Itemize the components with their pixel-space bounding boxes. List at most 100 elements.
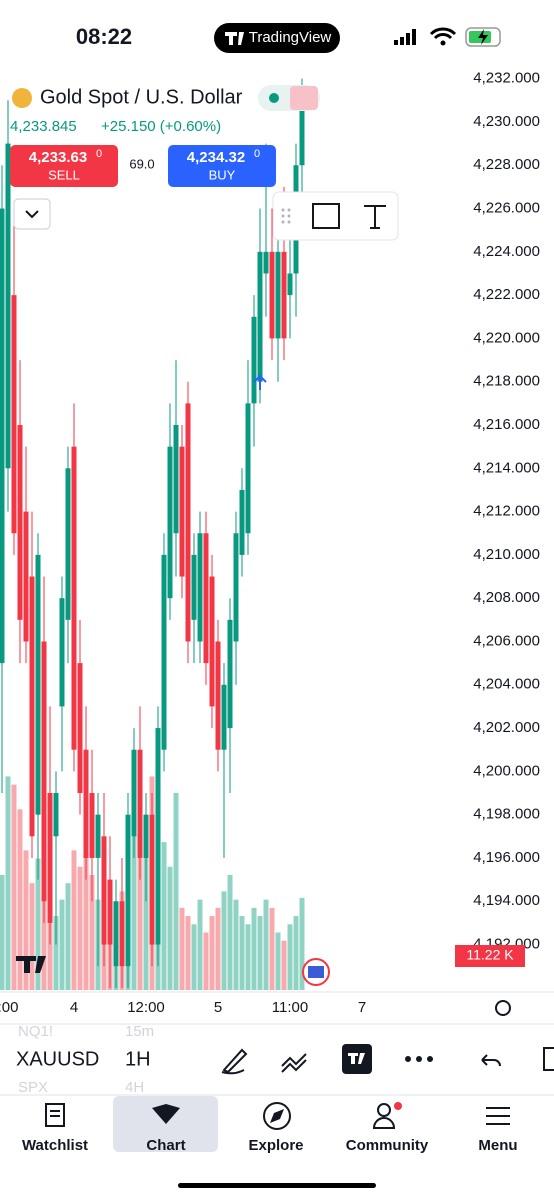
candle-body: [275, 251, 281, 339]
candle-body: [47, 793, 53, 923]
volume-bar: [161, 842, 167, 990]
candle-body: [77, 663, 83, 794]
buy-price-sup: 0: [254, 148, 260, 160]
y-tick-label: 4,212.000: [473, 503, 540, 520]
wifi-dot: [440, 40, 446, 46]
sell-label: SELL: [48, 167, 80, 182]
symbol[interactable]: XAUUSD: [16, 1048, 99, 1070]
spread: 69.0: [129, 156, 154, 171]
volume-bar: [59, 899, 65, 990]
volume-bar: [167, 866, 173, 990]
tab-label[interactable]: Community: [346, 1137, 429, 1154]
candle-body: [257, 251, 263, 382]
chart-icon: [152, 1104, 180, 1124]
volume-bar: [251, 907, 257, 990]
volume-bar: [227, 875, 233, 990]
tab-label[interactable]: Watchlist: [22, 1137, 88, 1154]
buy-button[interactable]: [168, 145, 276, 187]
candle-body: [89, 793, 95, 858]
candle-body: [149, 814, 155, 945]
candle-body: [227, 619, 233, 729]
explore-icon: [263, 1102, 291, 1130]
volume-bar: [215, 907, 221, 990]
candle-body: [71, 446, 77, 750]
tv-button[interactable]: [342, 1044, 372, 1074]
tab-label[interactable]: Explore: [248, 1137, 303, 1154]
candle-body: [143, 814, 149, 858]
rectangle-tool[interactable]: [312, 203, 340, 229]
candle-body: [251, 316, 257, 404]
volume-bar: [203, 932, 209, 990]
volume-bar: [287, 924, 293, 990]
tab-labels: Watchlist Chart Explore Community Menu: [22, 1137, 518, 1154]
next-symbol: SPX: [18, 1079, 48, 1096]
home-indicator: [178, 1183, 376, 1188]
price-change: +25.150 (+0.60%): [101, 118, 221, 135]
notification-dot: [394, 1102, 402, 1110]
y-tick-label: 4,202.000: [473, 719, 540, 736]
candle-body: [203, 533, 209, 664]
tab-label[interactable]: Menu: [478, 1137, 517, 1154]
next-interval: 4H: [125, 1079, 144, 1096]
more-icon[interactable]: [405, 1056, 433, 1062]
interval[interactable]: 1H: [125, 1048, 151, 1070]
buy-label: BUY: [209, 167, 236, 182]
collapse-button[interactable]: [13, 198, 51, 230]
candle-body: [269, 251, 275, 339]
signal-arrow: [253, 374, 267, 390]
volume-bar: [239, 916, 245, 990]
trend-tool-icon[interactable]: [281, 1053, 307, 1073]
y-tick-label: 4,214.000: [473, 459, 540, 476]
volume-bar: [35, 858, 41, 990]
text-tool[interactable]: [364, 205, 386, 229]
menu-icon: [486, 1107, 510, 1125]
y-tick-label: 4,226.000: [473, 200, 540, 217]
drag-handle: [281, 208, 291, 224]
candle-body: [179, 446, 185, 577]
volume-bar: [5, 776, 11, 990]
candle-body: [29, 576, 35, 837]
candle-body: [53, 793, 59, 837]
undo-icon[interactable]: [481, 1054, 501, 1067]
y-tick-label: 4,222.000: [473, 286, 540, 303]
prev-symbol: NQ1!: [18, 1023, 53, 1040]
volume-bar: [257, 916, 263, 990]
x-tick-label: 12:00: [127, 999, 165, 1016]
y-tick-label: 4,228.000: [473, 156, 540, 173]
y-tick-label: 4,216.000: [473, 416, 540, 433]
volume-badge-bg: [455, 945, 525, 967]
buy-price: 4,234.32: [187, 149, 245, 166]
sell-price-sup: 0: [96, 148, 102, 160]
candle-body: [17, 425, 23, 620]
volume-bar: [83, 825, 89, 990]
volume-bar: [0, 875, 5, 990]
candle-body: [209, 576, 215, 707]
volume-bar: [143, 833, 149, 990]
gold-icon: [12, 88, 32, 108]
last-price: 4,233.845: [10, 118, 77, 135]
draw-tool-icon[interactable]: [221, 1048, 248, 1075]
candle-body: [107, 879, 113, 945]
tab-label[interactable]: Chart: [146, 1137, 185, 1154]
chart-layer: 4,232.000 4,230.000 4,228.000 4,226.000 4,22…: [0, 70, 540, 1016]
candle-body: [173, 425, 179, 534]
volume-bar: [179, 907, 185, 990]
x-tick-label: 11:00: [272, 999, 308, 1016]
volume-bar: [131, 809, 137, 990]
candle-body: [125, 814, 131, 967]
fullscreen-icon[interactable]: [543, 1047, 554, 1071]
sell-button[interactable]: [10, 145, 118, 187]
y-tick-label: 4,196.000: [473, 849, 540, 866]
volume-bar: [191, 924, 197, 990]
volume-bar: [269, 907, 275, 990]
volume-bar: [29, 883, 35, 990]
settings-icon[interactable]: [495, 1000, 511, 1016]
explore-needle: [270, 1109, 284, 1123]
candle-body: [101, 836, 107, 945]
candle-body: [185, 403, 191, 642]
candle-body: [281, 251, 287, 339]
symbol-title: Gold Spot / U.S. Dollar: [40, 86, 243, 108]
y-tick-label: 4,204.000: [473, 676, 540, 693]
volume-bar: [89, 875, 95, 990]
